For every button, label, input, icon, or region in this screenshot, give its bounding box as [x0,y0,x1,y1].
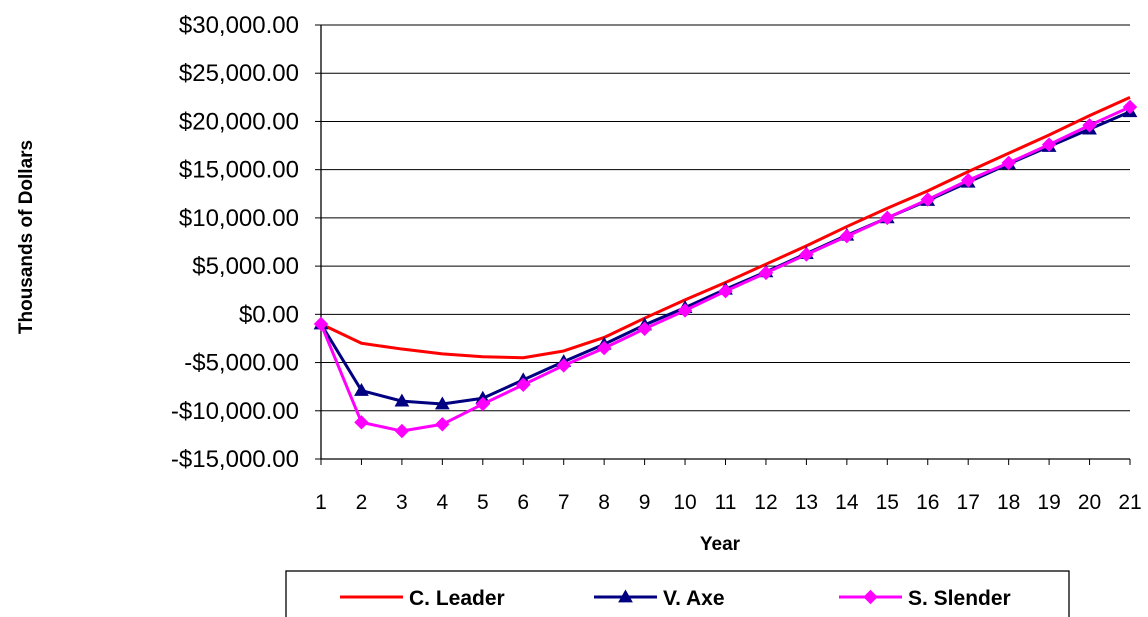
x-tick-label: 1 [315,491,327,514]
x-tick-label: 18 [997,491,1020,514]
y-tick-label: -$15,000.00 [171,446,299,473]
legend-item-v-axe: V. Axe [594,587,725,610]
x-tick-label: 21 [1118,491,1141,514]
y-axis-title: Thousands of Dollars [16,140,37,334]
data-point [434,396,450,410]
data-point [799,247,814,262]
legend-label: C. Leader [409,587,505,610]
x-tick-label: 11 [715,491,737,514]
data-point [475,396,491,412]
series-layer [313,95,1138,439]
data-point [920,192,935,207]
y-tick-label: $0.00 [239,301,299,328]
y-tick-label: $5,000.00 [192,253,299,280]
legend-marker [618,589,633,603]
y-tick-label: $20,000.00 [179,108,299,135]
data-point [1122,99,1138,115]
x-axis: 1 2 3 4 5 6 7 8 9 10 11 12 13 14 15 16 17 18 19 20 21 [315,458,1142,514]
legend: C. Leader V. Axe S. Slender [285,570,1070,617]
data-point [354,383,369,396]
data-point [880,210,895,226]
x-tick-label: 20 [1078,491,1101,514]
gridlines [321,24,1130,460]
x-tick-label: 5 [477,491,489,514]
data-point [839,229,855,244]
x-tick-label: 10 [673,491,696,514]
data-point [313,316,329,332]
x-tick-label: 3 [396,491,408,514]
x-tick-label: 2 [356,491,368,514]
y-tick-label: $25,000.00 [179,60,299,87]
series-s-slender [313,99,1138,439]
data-point [1082,118,1097,133]
series-line [319,105,1131,433]
series-line [319,110,1131,406]
legend-label: V. Axe [663,587,725,610]
legend-box [285,570,1070,617]
data-point [677,303,693,318]
data-point [516,377,531,392]
x-tick-label: 8 [598,491,610,514]
x-tick-label: 17 [957,491,980,514]
series-c-leader [320,95,1131,360]
legend-item-c-leader: C. Leader [340,587,505,610]
x-tick-label: 12 [754,491,777,514]
x-tick-label: 16 [916,491,939,514]
x-axis-title: Year [700,534,741,555]
legend-item-s-slender: S. Slender [839,587,1011,610]
series-line [320,95,1131,360]
legend-label: S. Slender [908,587,1011,610]
data-point [718,283,733,299]
x-tick-label: 6 [517,491,529,514]
data-point [960,173,976,188]
y-tick-label: $10,000.00 [179,205,299,232]
data-point [596,340,612,356]
x-tick-label: 4 [437,491,449,514]
y-tick-label: $15,000.00 [179,157,299,184]
y-tick-label: -$5,000.00 [184,350,299,377]
data-point [637,321,652,337]
x-tick-label: 15 [876,491,899,514]
data-point [1001,155,1016,171]
data-point [394,423,410,439]
y-tick-label: -$10,000.00 [171,398,299,425]
x-tick-label: 7 [558,491,570,514]
legend-marker [863,589,878,605]
data-point [435,417,450,432]
data-point [758,265,774,281]
data-point [556,358,571,373]
x-tick-label: 14 [835,491,859,514]
x-tick-label: 19 [1037,491,1060,514]
data-point [354,415,369,430]
data-point [1041,137,1057,152]
data-point [394,393,410,407]
y-tick-label: $30,000.00 [179,12,299,39]
y-axis: $30,000.00 $25,000.00 $20,000.00 $15,000.00… [171,12,322,473]
x-tick-label: 13 [795,491,818,514]
x-tick-label: 9 [639,491,651,514]
